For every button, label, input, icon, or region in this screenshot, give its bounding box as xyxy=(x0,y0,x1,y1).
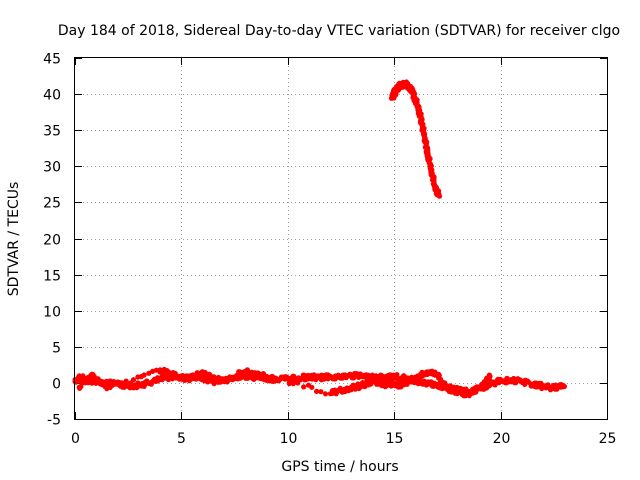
data-point-fill xyxy=(309,384,315,390)
x-tick-label: 5 xyxy=(177,431,186,447)
x-axis-label: GPS time / hours xyxy=(281,459,398,475)
data-point xyxy=(561,383,568,390)
data-point-fill xyxy=(419,116,425,122)
data-point-fill xyxy=(141,372,147,378)
chart-title: Day 184 of 2018, Sidereal Day-to-day VTE… xyxy=(58,23,620,39)
y-axis-label: SDTVAR / TECUs xyxy=(6,182,22,297)
series-sdtvar-high-arc xyxy=(388,79,443,199)
data-point-fill xyxy=(322,391,329,397)
y-tick-label: 40 xyxy=(43,88,61,104)
y-tick-label: 25 xyxy=(43,196,61,212)
data-point xyxy=(487,373,493,379)
y-tick-label: 20 xyxy=(43,233,61,249)
data-point-fill xyxy=(107,384,113,390)
y-tick-label: 15 xyxy=(43,269,61,285)
data-point-fill xyxy=(290,381,296,387)
x-tick-label: 15 xyxy=(386,431,404,447)
data-point-fill xyxy=(123,378,129,384)
x-tick-label: 10 xyxy=(280,431,298,447)
series-sdtvar-secondary-band xyxy=(76,366,493,399)
y-tick-label: 5 xyxy=(52,341,61,357)
data-point-fill xyxy=(119,380,125,386)
y-tick-label: 35 xyxy=(43,124,61,140)
data-point-fill xyxy=(276,377,282,383)
data-point-fill xyxy=(130,377,137,383)
y-tick-label: 0 xyxy=(52,377,61,393)
data-point-fill xyxy=(394,372,400,378)
data-point-fill xyxy=(314,388,320,394)
x-tick-label: 20 xyxy=(493,431,511,447)
data-points xyxy=(72,79,568,399)
y-tick-label: 10 xyxy=(43,305,61,321)
y-tick-label: 30 xyxy=(43,160,61,176)
x-tick-label: 25 xyxy=(599,431,617,447)
axis-ticks xyxy=(75,58,608,420)
y-tick-label: -5 xyxy=(47,413,61,429)
data-point-fill xyxy=(267,376,274,382)
data-point xyxy=(263,373,270,379)
data-point-fill xyxy=(286,380,292,387)
data-point-fill xyxy=(318,389,324,395)
data-point-fill xyxy=(301,384,307,390)
data-point-fill xyxy=(172,370,178,376)
data-point-fill xyxy=(295,380,301,386)
data-point xyxy=(436,191,442,198)
data-point-fill xyxy=(282,376,288,382)
data-point-fill xyxy=(272,376,278,382)
tick-labels: 0 5 10 15 20 25 -5 0 5 10 15 20 25 30 35 40 45 xyxy=(43,52,616,448)
x-tick-label: 0 xyxy=(71,431,80,447)
y-tick-label: 45 xyxy=(43,52,61,68)
data-point-fill xyxy=(202,370,208,376)
plot-frame xyxy=(74,57,608,420)
grid-lines xyxy=(75,58,607,419)
data-point-fill xyxy=(235,373,241,379)
